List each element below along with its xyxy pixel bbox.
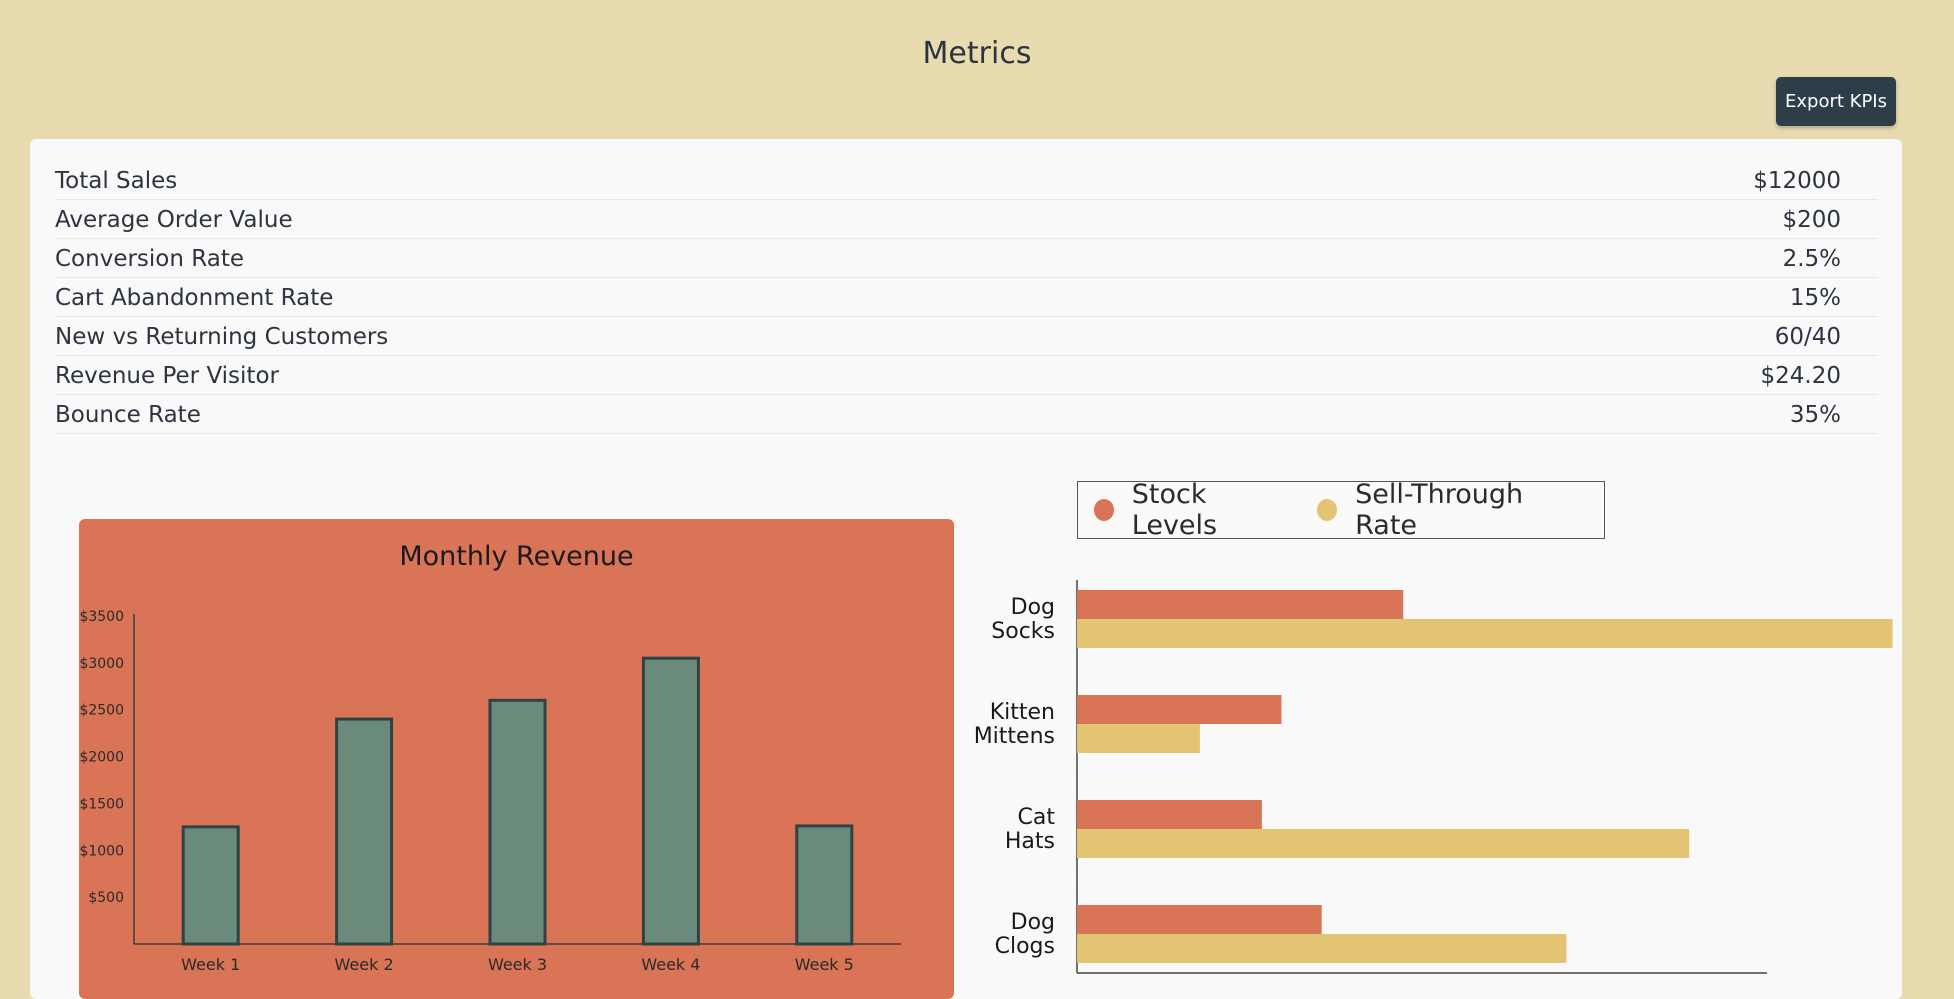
y-tick-label: $2500 (79, 703, 124, 719)
y-tick-label: $2000 (79, 750, 124, 766)
kpi-row-bounce-rate: Bounce Rate 35% (55, 395, 1878, 434)
legend-item-stock-levels[interactable]: Stock Levels (1094, 479, 1283, 541)
x-tick-label: Week 3 (488, 955, 547, 974)
kpi-label: New vs Returning Customers (55, 323, 389, 350)
x-tick-label: Week 5 (795, 955, 854, 974)
legend-label: Stock Levels (1131, 479, 1218, 541)
kpi-row-conversion-rate: Conversion Rate 2.5% (55, 239, 1878, 278)
kpi-value: $200 (1782, 206, 1841, 233)
x-tick-label: Week 1 (181, 955, 240, 974)
bar-week-5 (795, 824, 854, 946)
kpi-value: 15% (1789, 284, 1841, 311)
kpi-list: Total Sales $12000 Average Order Value $… (55, 161, 1878, 434)
y-tick-label: $3500 (79, 609, 124, 625)
kpi-row-revenue-per-visitor: Revenue Per Visitor $24.20 (55, 356, 1878, 395)
kpi-label: Total Sales (55, 167, 178, 194)
kpi-label: Cart Abandonment Rate (55, 284, 334, 311)
x-tick-label: Week 2 (335, 955, 394, 974)
kpi-value: $12000 (1753, 167, 1841, 194)
bar-week-3 (488, 698, 547, 946)
kpi-label: Revenue Per Visitor (55, 362, 279, 389)
y-tick-label: $1000 (79, 843, 124, 859)
y-tick-label: $500 (88, 890, 124, 906)
kpi-label: Bounce Rate (55, 401, 201, 428)
bar-week-4 (641, 656, 700, 946)
x-tick-label: Week 4 (641, 955, 700, 974)
kpi-value: 60/40 (1774, 323, 1841, 350)
kpi-row-new-vs-returning: New vs Returning Customers 60/40 (55, 317, 1878, 356)
kpi-value: 2.5% (1782, 245, 1841, 272)
monthly-revenue-plot: $500 $1000 $1500 $2000 $2500 $3000 $3500 Week 1… (79, 609, 901, 974)
monthly-revenue-chart: Monthly Revenue $500 $1000 $1500 $2000 $2500… (79, 519, 954, 999)
bar-week-2 (335, 717, 394, 946)
stock-levels-swatch (1094, 499, 1114, 521)
export-kpis-button[interactable]: Export KPIs (1776, 77, 1896, 126)
legend-label: Sell-Through Rate (1355, 479, 1524, 541)
chart-title: Monthly Revenue (399, 541, 634, 572)
y-tick-label: $3000 (79, 656, 124, 672)
kpi-row-average-order-value: Average Order Value $200 (55, 200, 1878, 239)
kpi-value: 35% (1789, 401, 1841, 428)
bar-week-1 (181, 825, 240, 946)
sell-through-swatch (1317, 499, 1338, 521)
kpi-label: Conversion Rate (55, 245, 244, 272)
y-tick-label: $1500 (79, 796, 124, 812)
kpi-row-total-sales: Total Sales $12000 (55, 161, 1878, 200)
kpi-value: $24.20 (1760, 362, 1841, 389)
stock-chart-legend: Stock Levels Sell-Through Rate (1077, 479, 1605, 541)
kpi-row-cart-abandonment-rate: Cart Abandonment Rate 15% (55, 278, 1878, 317)
legend-item-sell-through-rate[interactable]: Sell-Through Rate (1317, 479, 1570, 541)
kpi-label: Average Order Value (55, 206, 293, 233)
page-title: Metrics (922, 36, 1032, 71)
